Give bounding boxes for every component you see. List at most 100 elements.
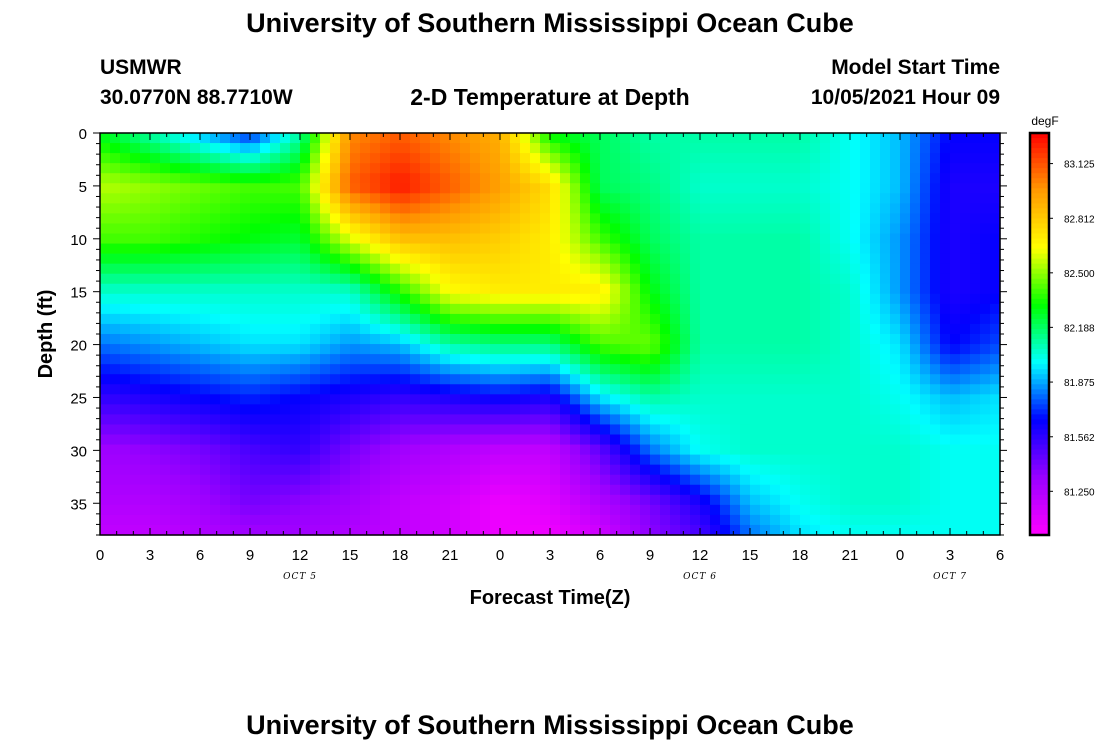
heatmap-cell [960,344,971,355]
heatmap-cell [180,313,191,325]
heatmap-cell [500,263,511,275]
heatmap-cell [690,223,701,235]
heatmap-cell [690,293,701,305]
heatmap-cell [920,504,931,516]
heatmap-cell [560,504,571,516]
heatmap-cell [480,414,491,426]
heatmap-cell [390,514,401,526]
heatmap-cell [200,364,211,375]
heatmap-cell [990,414,1001,426]
heatmap-cell [200,273,211,285]
heatmap-cell [580,163,591,174]
heatmap-cell [620,273,631,285]
heatmap-cell [100,283,111,295]
heatmap-cell [900,213,911,225]
heatmap-cell [960,374,971,385]
heatmap-cell [950,153,961,164]
heatmap-cell [240,354,251,365]
heatmap-cell [510,243,521,255]
heatmap-cell [690,374,701,385]
heatmap-cell [200,524,211,536]
heatmap-cell [440,223,451,235]
heatmap-cell [980,424,991,436]
heatmap-cell [280,474,291,486]
heatmap-cell [140,444,151,456]
x-tick-label: 0 [496,547,504,564]
heatmap-cell [680,293,691,305]
heatmap-cell [510,354,521,365]
heatmap-cell [590,454,601,466]
heatmap-cell [150,404,161,415]
heatmap-cell [720,163,731,174]
heatmap-cell [960,334,971,345]
heatmap-cell [710,313,721,325]
heatmap-cell [980,454,991,466]
heatmap-cell [330,464,341,476]
heatmap-cell [310,223,321,235]
heatmap-cell [310,263,321,275]
heatmap-cell [560,514,571,526]
heatmap-cell [760,514,771,526]
heatmap-cell [830,263,841,275]
heatmap-cell [540,424,551,436]
heatmap-cell [100,273,111,285]
heatmap-cell [990,444,1001,456]
heatmap-cell [650,163,661,174]
heatmap-cell [930,504,941,516]
heatmap-cell [450,344,461,355]
heatmap-cell [550,524,561,536]
heatmap-cell [150,143,161,154]
heatmap-cell [910,183,921,194]
heatmap-cell [930,243,941,255]
heatmap-cell [280,143,291,154]
heatmap-cell [840,334,851,345]
x-tick-label: 18 [792,547,809,564]
heatmap-cell [160,434,171,446]
heatmap-cell [480,364,491,375]
heatmap-cell [800,364,811,375]
heatmap-cell [390,223,401,235]
heatmap-cell [630,504,641,516]
heatmap-cell [700,464,711,476]
heatmap-cell [870,183,881,194]
heatmap-cell [720,323,731,335]
heatmap-cell [940,334,951,345]
heatmap-cell [200,143,211,154]
heatmap-cell [280,273,291,285]
heatmap-cell [640,524,651,536]
heatmap-cell [400,484,411,496]
heatmap-cell [490,313,501,325]
heatmap-cell [130,143,141,154]
heatmap-cell [990,143,1001,154]
heatmap-cell [850,504,861,516]
heatmap-cell [370,374,381,385]
heatmap-cell [850,243,861,255]
heatmap-cell [240,434,251,446]
heatmap-cell [180,354,191,365]
heatmap-cell [310,163,321,174]
heatmap-cell [970,293,981,305]
heatmap-cell [740,424,751,436]
heatmap-cell [510,283,521,295]
heatmap-cell [640,293,651,305]
heatmap-cell [600,223,611,235]
heatmap-cell [360,394,371,405]
heatmap-cell [960,524,971,536]
heatmap-cell [260,374,271,385]
heatmap-cell [310,514,321,526]
colorbar-cell [1030,303,1049,310]
heatmap-cell [740,394,751,405]
heatmap-cell [570,203,581,214]
y-tick-label: 5 [79,179,87,196]
heatmap-cell [120,434,131,446]
heatmap-cell [560,233,571,245]
heatmap-cell [820,484,831,496]
heatmap-cell [350,514,361,526]
heatmap-cell [690,514,701,526]
heatmap-cell [600,384,611,395]
heatmap-cell [880,474,891,486]
heatmap-cell [430,344,441,355]
heatmap-cell [790,253,801,265]
heatmap-cell [700,484,711,496]
heatmap-cell [760,394,771,405]
